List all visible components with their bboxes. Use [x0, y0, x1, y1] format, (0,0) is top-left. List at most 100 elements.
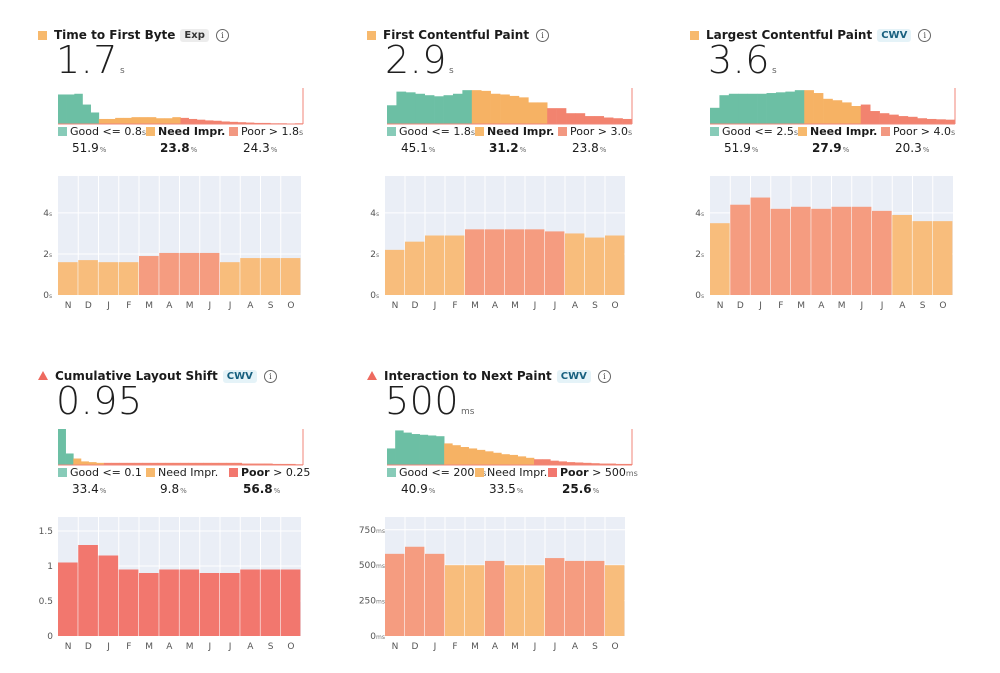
month-bar[interactable]: [912, 221, 933, 295]
month-bar[interactable]: [445, 235, 465, 296]
legend-label: Poor: [241, 125, 266, 138]
legend-percentage-unit: %: [922, 146, 930, 154]
y-tick-label: 0: [370, 632, 376, 642]
info-icon[interactable]: i: [597, 369, 611, 383]
month-bar[interactable]: [585, 560, 605, 636]
y-tick-unit: ms: [376, 528, 385, 535]
x-tick-label: O: [287, 301, 294, 311]
month-bar[interactable]: [385, 249, 405, 295]
legend-item-poor: Poor > 1.8s 24.3%: [229, 125, 303, 155]
x-tick-label: S: [268, 301, 274, 311]
month-bar[interactable]: [585, 237, 605, 295]
distribution-histogram: [58, 429, 304, 466]
x-tick-label: F: [126, 642, 131, 652]
legend-percentage-value: 45.1: [401, 141, 428, 155]
histogram-bar-need: [147, 117, 157, 124]
info-icon[interactable]: i: [918, 28, 932, 42]
month-bar[interactable]: [220, 262, 240, 295]
x-tick-label: M: [186, 301, 194, 311]
month-bar[interactable]: [405, 546, 425, 636]
month-bar[interactable]: [58, 562, 78, 637]
month-bar[interactable]: [220, 573, 240, 636]
histogram-bar-good: [66, 94, 75, 124]
month-bar[interactable]: [139, 573, 159, 636]
month-bar[interactable]: [505, 229, 525, 295]
info-icon[interactable]: i: [263, 369, 277, 383]
histogram-bar-poor: [262, 122, 271, 124]
histogram-bar-need: [444, 443, 453, 465]
legend-percentage-value: 20.3: [895, 141, 922, 155]
month-bar[interactable]: [505, 565, 525, 636]
month-bar[interactable]: [425, 235, 445, 296]
x-tick-label: D: [85, 301, 92, 311]
month-bar[interactable]: [78, 260, 98, 295]
month-bar[interactable]: [260, 258, 281, 295]
y-tick-label: 250: [359, 597, 376, 607]
month-bar[interactable]: [98, 555, 119, 637]
month-bar[interactable]: [118, 262, 139, 295]
month-bar[interactable]: [179, 252, 200, 295]
y-tick-label: 4: [43, 209, 49, 219]
histogram-bar-poor: [111, 462, 120, 465]
month-bar[interactable]: [405, 241, 425, 295]
month-bar[interactable]: [240, 569, 260, 637]
month-bar[interactable]: [525, 229, 545, 295]
month-bar[interactable]: [872, 210, 892, 295]
x-tick-label: A: [166, 642, 173, 652]
month-bar[interactable]: [465, 565, 485, 636]
month-bar[interactable]: [199, 573, 220, 636]
y-tick-label: 0.5: [39, 597, 53, 607]
x-tick-label: J: [106, 301, 110, 311]
month-bar[interactable]: [199, 252, 220, 295]
info-icon[interactable]: i: [536, 28, 550, 42]
month-bar[interactable]: [932, 221, 953, 295]
month-bar[interactable]: [545, 231, 565, 295]
month-bar[interactable]: [485, 560, 505, 636]
info-icon[interactable]: i: [215, 28, 229, 42]
histogram-bar-good: [766, 93, 777, 124]
histogram-bar-poor: [119, 462, 128, 465]
month-bar[interactable]: [179, 569, 200, 637]
month-bar[interactable]: [770, 208, 791, 295]
month-bar[interactable]: [280, 569, 301, 637]
month-bar[interactable]: [425, 553, 445, 636]
month-bar[interactable]: [791, 206, 811, 295]
month-bar[interactable]: [98, 262, 119, 295]
x-tick-label: J: [533, 301, 537, 311]
legend-percentage-unit: %: [842, 146, 850, 154]
month-bar[interactable]: [605, 235, 625, 296]
month-bar[interactable]: [445, 565, 465, 636]
month-bar[interactable]: [831, 206, 852, 295]
month-bar[interactable]: [565, 560, 585, 636]
month-bar[interactable]: [750, 197, 771, 295]
month-bar[interactable]: [525, 565, 545, 636]
month-bar[interactable]: [892, 214, 912, 295]
month-bar[interactable]: [545, 558, 565, 636]
month-bar[interactable]: [139, 256, 159, 295]
month-bar[interactable]: [260, 569, 281, 637]
legend-swatch: [881, 127, 890, 136]
x-tick-label: A: [572, 642, 579, 652]
month-bar[interactable]: [280, 258, 301, 295]
month-bar[interactable]: [851, 206, 872, 295]
month-bar[interactable]: [811, 208, 831, 295]
month-bar[interactable]: [159, 252, 179, 295]
legend-percentage: 56.8%: [229, 482, 310, 496]
x-tick-label: J: [228, 301, 232, 311]
histogram-bar-poor: [898, 116, 909, 124]
month-bar[interactable]: [485, 229, 505, 295]
month-bar[interactable]: [78, 545, 98, 636]
month-bar[interactable]: [240, 258, 260, 295]
legend-percentage-unit: %: [599, 146, 607, 154]
month-bar[interactable]: [465, 229, 485, 295]
distribution-histogram: [387, 429, 633, 466]
month-bar[interactable]: [605, 565, 625, 636]
month-bar[interactable]: [118, 569, 139, 637]
month-bar[interactable]: [385, 553, 405, 636]
month-bar[interactable]: [710, 223, 730, 295]
month-bar[interactable]: [58, 262, 78, 295]
x-tick-label: M: [186, 642, 194, 652]
month-bar[interactable]: [730, 204, 750, 295]
month-bar[interactable]: [565, 233, 585, 295]
month-bar[interactable]: [159, 569, 179, 637]
